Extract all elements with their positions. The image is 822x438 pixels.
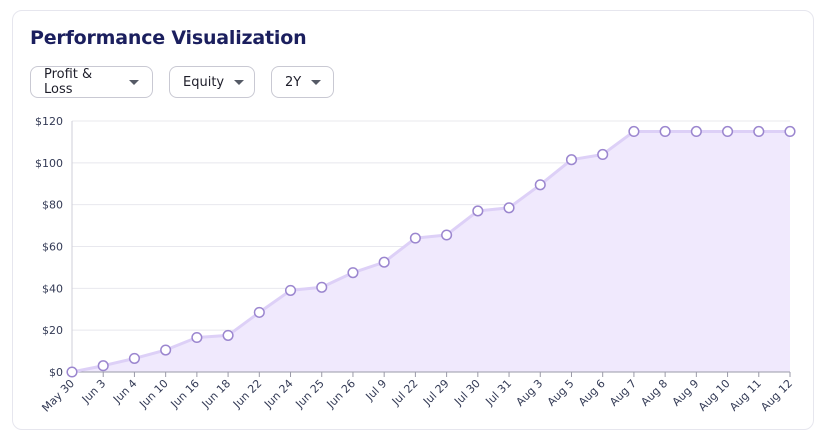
data-point bbox=[441, 229, 453, 241]
x-tick-label: Jun 16 bbox=[168, 377, 202, 411]
x-tick-label: Jun 24 bbox=[261, 377, 295, 411]
asset-type-dropdown-label: Equity bbox=[183, 74, 225, 90]
data-point bbox=[347, 267, 359, 279]
x-tick-label: Jun 26 bbox=[324, 377, 358, 411]
data-point bbox=[690, 125, 702, 138]
x-tick-label: Jun 25 bbox=[292, 377, 326, 411]
x-tick-label: Jun 4 bbox=[110, 377, 139, 406]
data-point bbox=[378, 256, 390, 268]
x-tick-label: Jul 31 bbox=[483, 377, 515, 409]
data-point bbox=[659, 125, 671, 138]
x-tick-label: Jul 30 bbox=[451, 377, 483, 409]
data-point bbox=[534, 179, 546, 191]
y-tick-label: $60 bbox=[42, 241, 63, 254]
data-point bbox=[628, 125, 640, 138]
data-point bbox=[253, 306, 265, 318]
data-point bbox=[97, 360, 109, 372]
x-tick-label: Jun 18 bbox=[199, 377, 233, 411]
x-tick-label: Aug 7 bbox=[607, 377, 639, 409]
chevron-down-icon bbox=[234, 79, 245, 85]
x-tick-label: Aug 5 bbox=[545, 377, 577, 409]
x-tick-label: Aug 11 bbox=[727, 377, 764, 414]
x-tick-label: Jun 22 bbox=[230, 377, 264, 411]
y-tick-label: $120 bbox=[35, 115, 63, 128]
data-point bbox=[128, 352, 140, 364]
y-tick-label: $0 bbox=[49, 366, 63, 379]
data-point bbox=[753, 125, 765, 138]
x-tick-label: Aug 10 bbox=[696, 377, 733, 414]
data-point bbox=[284, 284, 297, 296]
data-point bbox=[784, 125, 796, 138]
x-tick-label: Aug 8 bbox=[638, 377, 670, 409]
x-tick-label: Jun 3 bbox=[79, 377, 108, 406]
y-tick-label: $100 bbox=[35, 157, 63, 170]
chevron-down-icon bbox=[129, 79, 139, 85]
x-tick-label: Jul 22 bbox=[389, 377, 421, 409]
period-dropdown-label: 2Y bbox=[285, 74, 302, 90]
data-point bbox=[597, 148, 609, 161]
data-point bbox=[472, 205, 484, 217]
data-point bbox=[160, 344, 172, 356]
metric-dropdown[interactable]: Profit & Loss bbox=[30, 66, 153, 98]
x-tick-label: May 30 bbox=[39, 377, 77, 415]
data-point bbox=[409, 232, 421, 244]
data-point bbox=[503, 202, 515, 214]
asset-type-dropdown[interactable]: Equity bbox=[169, 66, 255, 98]
data-point bbox=[191, 331, 203, 344]
x-tick-label: Aug 6 bbox=[576, 377, 608, 409]
x-tick-label: Jul 9 bbox=[363, 377, 390, 404]
metric-dropdown-label: Profit & Loss bbox=[44, 67, 93, 97]
y-tick-label: $80 bbox=[42, 199, 63, 212]
x-tick-label: Jun 10 bbox=[136, 377, 170, 411]
data-point bbox=[66, 366, 78, 378]
data-point bbox=[222, 329, 234, 341]
x-tick-label: Jul 29 bbox=[420, 377, 452, 409]
x-tick-label: Aug 3 bbox=[514, 377, 546, 409]
period-dropdown[interactable]: 2Y bbox=[271, 66, 334, 98]
chevron-down-icon bbox=[311, 79, 322, 85]
y-tick-label: $40 bbox=[42, 282, 63, 295]
data-point bbox=[316, 281, 328, 293]
data-point bbox=[722, 125, 734, 138]
data-point bbox=[565, 154, 578, 166]
y-tick-label: $20 bbox=[42, 324, 63, 337]
area-fill bbox=[72, 131, 790, 372]
x-tick-label: Aug 12 bbox=[758, 377, 795, 414]
page-title: Performance Visualization bbox=[30, 27, 307, 49]
